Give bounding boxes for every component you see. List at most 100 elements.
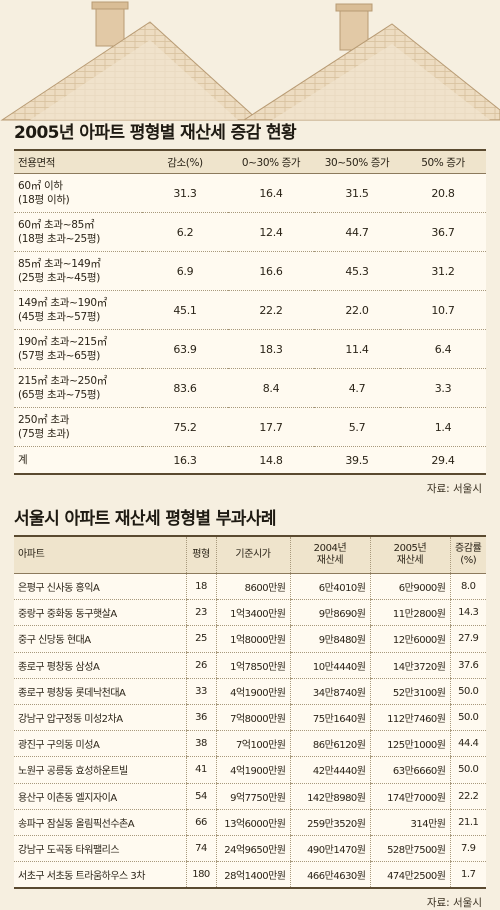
- base-price-cell: 7억8000만원: [215, 704, 290, 732]
- value-cell: 17.7: [228, 407, 314, 447]
- area-pyeong: (25평 초과~45평): [18, 272, 101, 284]
- pyeong-cell: 74: [185, 835, 216, 863]
- table-row: 강남구 압구정동 미성2차A 36 7억8000만원 75만1640원 112만7460…: [14, 704, 486, 732]
- tax-2005-cell: 528만7500원: [369, 835, 450, 863]
- change-rate-cell: 37.6: [449, 652, 486, 679]
- value-cell: 45.3: [314, 251, 400, 291]
- area-label-cell: 190㎡ 초과~215㎡ (57평 초과~65평): [14, 329, 142, 369]
- apartment-name: 은평구 신사동 홍익A: [14, 573, 186, 601]
- value-cell: 18.3: [228, 329, 314, 369]
- base-price-cell: 24억9650만원: [215, 835, 290, 863]
- base-price-cell: 9억7750만원: [215, 783, 290, 810]
- column-header: 30~50% 증가: [314, 149, 400, 174]
- column-header: 기준시가: [215, 535, 290, 574]
- tax-2004-cell: 6만4010원: [289, 573, 370, 601]
- value-cell: 31.2: [400, 251, 486, 291]
- tax-2004-cell: 466만4630원: [289, 861, 370, 890]
- base-price-cell: 8600만원: [215, 573, 290, 601]
- column-header: 감소(%): [142, 149, 228, 174]
- total-value-cell: 29.4: [400, 446, 486, 475]
- area-sqm: 60㎡ 초과~85㎡: [18, 219, 95, 231]
- tax-2005-cell: 174만7000원: [369, 783, 450, 810]
- change-rate-cell: 50.0: [449, 704, 486, 732]
- pyeong-cell: 33: [185, 678, 216, 705]
- value-cell: 3.3: [400, 368, 486, 408]
- header-line: (%): [460, 555, 477, 566]
- change-rate-cell: 8.0: [449, 573, 486, 601]
- change-rate-cell: 44.4: [449, 730, 486, 758]
- area-label-cell: 250㎡ 초과 (75평 초과): [14, 407, 142, 447]
- value-cell: 11.4: [314, 329, 400, 369]
- apartment-name: 용산구 이촌동 엘지자이A: [14, 783, 186, 810]
- pyeong-cell: 180: [185, 861, 216, 890]
- tax-2004-cell: 86만6120원: [289, 730, 370, 758]
- tax-change-table: 전용면적 감소(%) 0~30% 증가 30~50% 증가 50% 증가 60㎡ 이하 (…: [14, 149, 486, 475]
- header-line: 2005년: [393, 543, 427, 554]
- area-label-cell: 60㎡ 초과~85㎡ (18평 초과~25평): [14, 212, 142, 252]
- value-cell: 6.4: [400, 329, 486, 369]
- tax-2005-cell: 6만9000원: [369, 573, 450, 601]
- area-sqm: 215㎡ 초과~250㎡: [18, 375, 107, 387]
- area-pyeong: (65평 초과~75평): [18, 389, 101, 401]
- base-price-cell: 1억8000만원: [215, 625, 290, 653]
- table1-header-row: 전용면적 감소(%) 0~30% 증가 30~50% 증가 50% 증가: [14, 149, 486, 174]
- area-label-cell: 85㎡ 초과~149㎡ (25평 초과~45평): [14, 251, 142, 291]
- tax-2004-cell: 142만8980원: [289, 783, 370, 810]
- table-row: 중구 신당동 현대A 25 1억8000만원 9만8480원 12만6000원 27.9: [14, 625, 486, 653]
- total-row: 계 16.3 14.8 39.5 29.4: [14, 446, 486, 475]
- tax-2005-cell: 11만2800원: [369, 599, 450, 627]
- apartment-name: 중랑구 중화동 동구햇살A: [14, 599, 186, 627]
- area-pyeong: (18평 이하): [18, 194, 70, 206]
- apartment-name: 중구 신당동 현대A: [14, 625, 186, 653]
- table-row: 송파구 잠실동 올림픽선수촌A 66 13억6000만원 259만3520원 314만원…: [14, 809, 486, 836]
- apartment-name: 강남구 압구정동 미성2차A: [14, 704, 186, 732]
- tax-2005-cell: 63만6660원: [369, 756, 450, 784]
- table-row: 광진구 구의동 미성A 38 7억100만원 86만6120원 125만1000원 44.…: [14, 730, 486, 758]
- column-header: 50% 증가: [400, 149, 486, 174]
- apartment-name: 송파구 잠실동 올림픽선수촌A: [14, 809, 186, 836]
- table-row: 서초구 서초동 트라움하우스 3차 180 28억1400만원 466만4630원 47…: [14, 861, 486, 890]
- value-cell: 22.0: [314, 290, 400, 330]
- tax-2005-cell: 12만6000원: [369, 625, 450, 653]
- table1-title: 2005년 아파트 평형별 재산세 증감 현황: [14, 123, 297, 143]
- area-pyeong: (18평 초과~25평): [18, 233, 101, 245]
- table-row: 60㎡ 초과~85㎡ (18평 초과~25평) 6.2 12.4 44.7 36.7: [14, 212, 486, 252]
- table-row: 노원구 공릉동 효성하운트빌 41 4억1900만원 42만4440원 63만6660원…: [14, 756, 486, 784]
- base-price-cell: 4억1900만원: [215, 678, 290, 705]
- area-pyeong: (75평 초과): [18, 428, 70, 440]
- total-value-cell: 39.5: [314, 446, 400, 475]
- tax-case-table: 아파트 평형 기준시가 2004년 재산세 2005년 재산세 증감률 (%) 은평구 신사동 …: [14, 535, 486, 890]
- value-cell: 20.8: [400, 173, 486, 213]
- change-rate-cell: 22.2: [449, 783, 486, 810]
- tax-2005-cell: 112만7460원: [369, 704, 450, 732]
- column-header: 0~30% 증가: [228, 149, 314, 174]
- area-pyeong: (57평 초과~65평): [18, 350, 101, 362]
- area-label-cell: 215㎡ 초과~250㎡ (65평 초과~75평): [14, 368, 142, 408]
- column-header: 아파트: [14, 535, 186, 574]
- table-row: 215㎡ 초과~250㎡ (65평 초과~75평) 83.6 8.4 4.7 3.3: [14, 368, 486, 408]
- change-rate-cell: 50.0: [449, 756, 486, 784]
- total-value-cell: 16.3: [142, 446, 228, 475]
- table2-header-row: 아파트 평형 기준시가 2004년 재산세 2005년 재산세 증감률 (%): [14, 535, 486, 574]
- change-rate-cell: 7.9: [449, 835, 486, 863]
- value-cell: 31.3: [142, 173, 228, 213]
- header-line: 평형: [192, 549, 210, 560]
- tax-2005-cell: 14만3720원: [369, 652, 450, 679]
- tax-2004-cell: 75만1640원: [289, 704, 370, 732]
- change-rate-cell: 14.3: [449, 599, 486, 627]
- column-header: 평형: [185, 535, 216, 574]
- apartment-name: 서초구 서초동 트라움하우스 3차: [14, 861, 186, 890]
- value-cell: 8.4: [228, 368, 314, 408]
- change-rate-cell: 50.0: [449, 678, 486, 705]
- tax-2004-cell: 259만3520원: [289, 809, 370, 836]
- value-cell: 22.2: [228, 290, 314, 330]
- table-row: 85㎡ 초과~149㎡ (25평 초과~45평) 6.9 16.6 45.3 31.2: [14, 251, 486, 291]
- base-price-cell: 1억7850만원: [215, 652, 290, 679]
- pyeong-cell: 41: [185, 756, 216, 784]
- house-roof-illustration: [0, 1, 500, 121]
- area-label-cell: 149㎡ 초과~190㎡ (45평 초과~57평): [14, 290, 142, 330]
- tax-2004-cell: 9만8480원: [289, 625, 370, 653]
- area-pyeong: (45평 초과~57평): [18, 311, 101, 323]
- total-label: 계: [14, 446, 142, 475]
- value-cell: 1.4: [400, 407, 486, 447]
